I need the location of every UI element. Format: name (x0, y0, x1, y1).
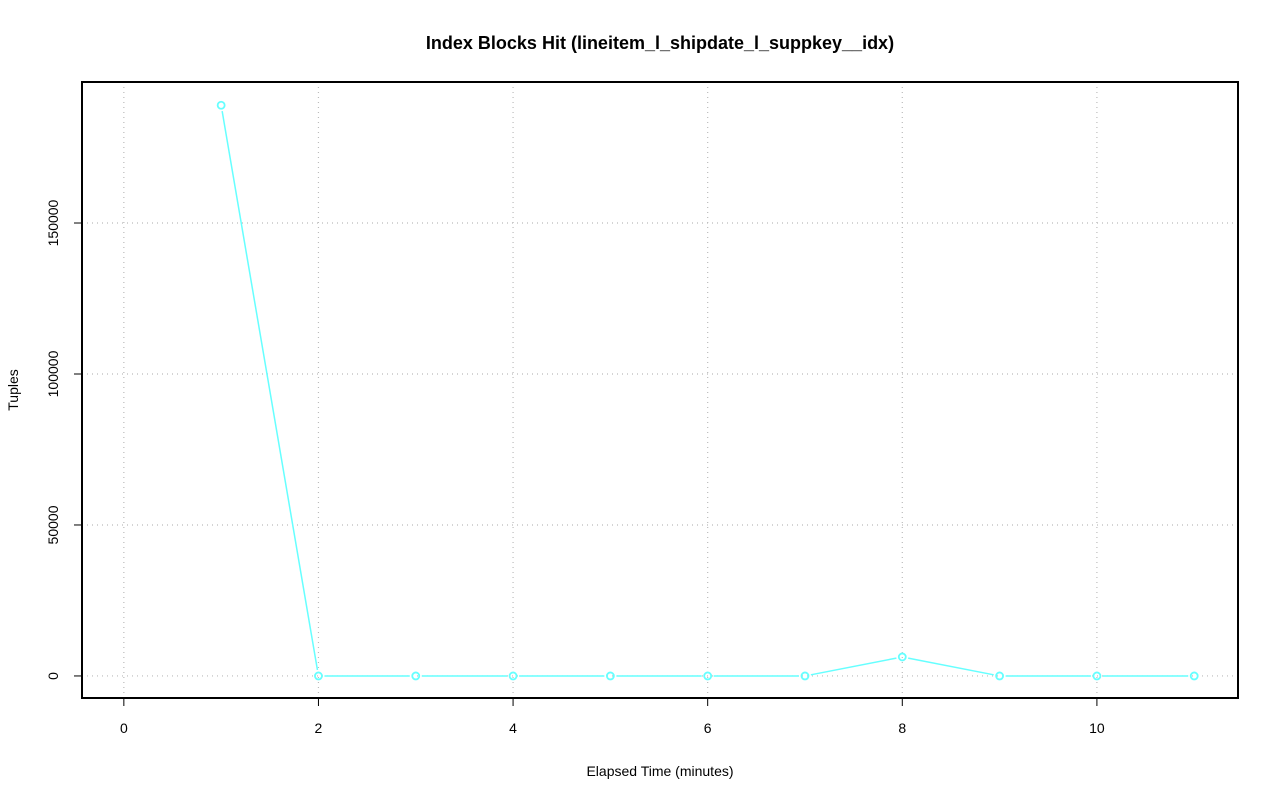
x-axis-label: Elapsed Time (minutes) (586, 763, 733, 779)
series (216, 100, 1199, 681)
grid (82, 82, 1238, 698)
data-point (800, 671, 810, 681)
data-point (314, 671, 323, 681)
series-segment (908, 657, 994, 676)
y-tick-label: 150000 (45, 199, 61, 246)
y-tick-label: 50000 (45, 505, 61, 544)
data-point (1189, 671, 1199, 681)
data-point (703, 671, 713, 681)
data-point (605, 671, 615, 681)
plot-frame (81, 81, 1239, 699)
data-point (411, 671, 421, 681)
y-axis-label: Tuples (5, 369, 21, 411)
x-tick-label: 4 (509, 720, 517, 736)
x-tick-label: 10 (1089, 720, 1105, 736)
series-segment (221, 111, 319, 671)
y-tick-label: 0 (45, 672, 61, 680)
x-tick-label: 2 (315, 720, 323, 736)
data-point (897, 652, 907, 662)
axes: 0 2 4 6 8 10 0 50000 100000 150000 (45, 199, 1105, 736)
y-tick-label: 100000 (45, 350, 61, 397)
data-point (508, 671, 518, 681)
series-segment (810, 657, 897, 676)
x-tick-label: 8 (898, 720, 906, 736)
data-point (1092, 671, 1102, 681)
data-point (216, 100, 226, 110)
data-point (995, 671, 1004, 681)
x-tick-label: 0 (120, 720, 128, 736)
x-tick-label: 6 (704, 720, 712, 736)
chart-title: Index Blocks Hit (lineitem_l_shipdate_l_… (426, 33, 894, 53)
